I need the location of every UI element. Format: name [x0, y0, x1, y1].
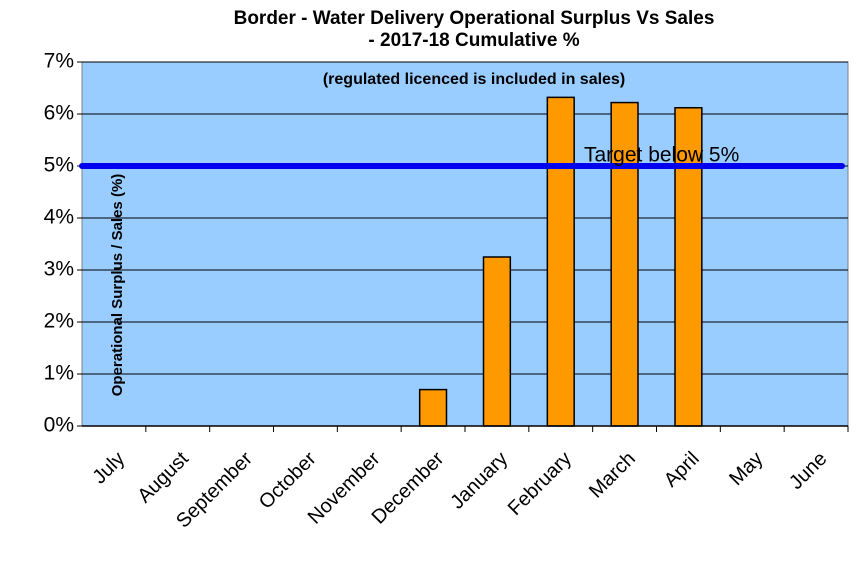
y-tick-label: 1%	[44, 362, 74, 385]
target-label: Target below 5%	[584, 144, 739, 167]
x-tick-label: February	[504, 448, 576, 520]
x-tick-label: May	[725, 448, 767, 490]
bar	[418, 388, 448, 427]
y-tick-label: 7%	[44, 50, 74, 73]
y-tick-label: 0%	[44, 414, 74, 437]
x-tick-label: October	[255, 447, 321, 513]
x-tick-label: March	[585, 448, 640, 503]
y-tick-label: 6%	[44, 102, 74, 125]
bar	[546, 96, 575, 427]
x-tick-label: January	[446, 448, 512, 514]
bar	[610, 101, 639, 427]
x-tick-label: July	[88, 448, 129, 489]
bar	[674, 107, 703, 427]
chart-title: Border - Water Delivery Operational Surp…	[234, 8, 715, 29]
x-tick-label: August	[133, 447, 193, 507]
y-tick-label: 2%	[44, 310, 74, 333]
plot-area	[81, 61, 849, 427]
y-tick-label: 4%	[44, 206, 74, 229]
bar	[482, 256, 512, 427]
chart-subtitle: (regulated licenced is included in sales…	[323, 71, 625, 88]
y-tick-label: 5%	[44, 154, 74, 177]
x-tick-label: April	[660, 448, 704, 492]
y-axis-label: Operational Surplus / Sales (%)	[109, 174, 126, 397]
y-tick-label: 3%	[44, 258, 74, 281]
x-tick-label: June	[785, 448, 831, 494]
chart-title: - 2017-18 Cumulative %	[368, 30, 579, 51]
